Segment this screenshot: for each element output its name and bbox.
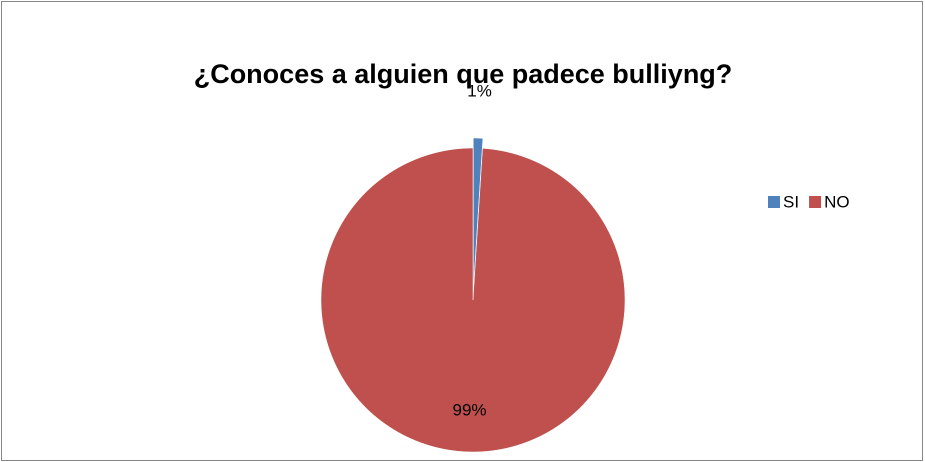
legend-swatch [768,196,780,208]
legend-swatch [809,196,822,208]
legend-label: SI [783,192,799,211]
legend-label: NO [824,192,850,211]
data-label: 99% [452,400,486,419]
pie-slice [320,147,626,453]
chart-title: ¿Conoces a alguien que padece bulliyng? [194,59,733,89]
data-label: 1% [467,82,492,101]
pie-slice [473,137,484,291]
